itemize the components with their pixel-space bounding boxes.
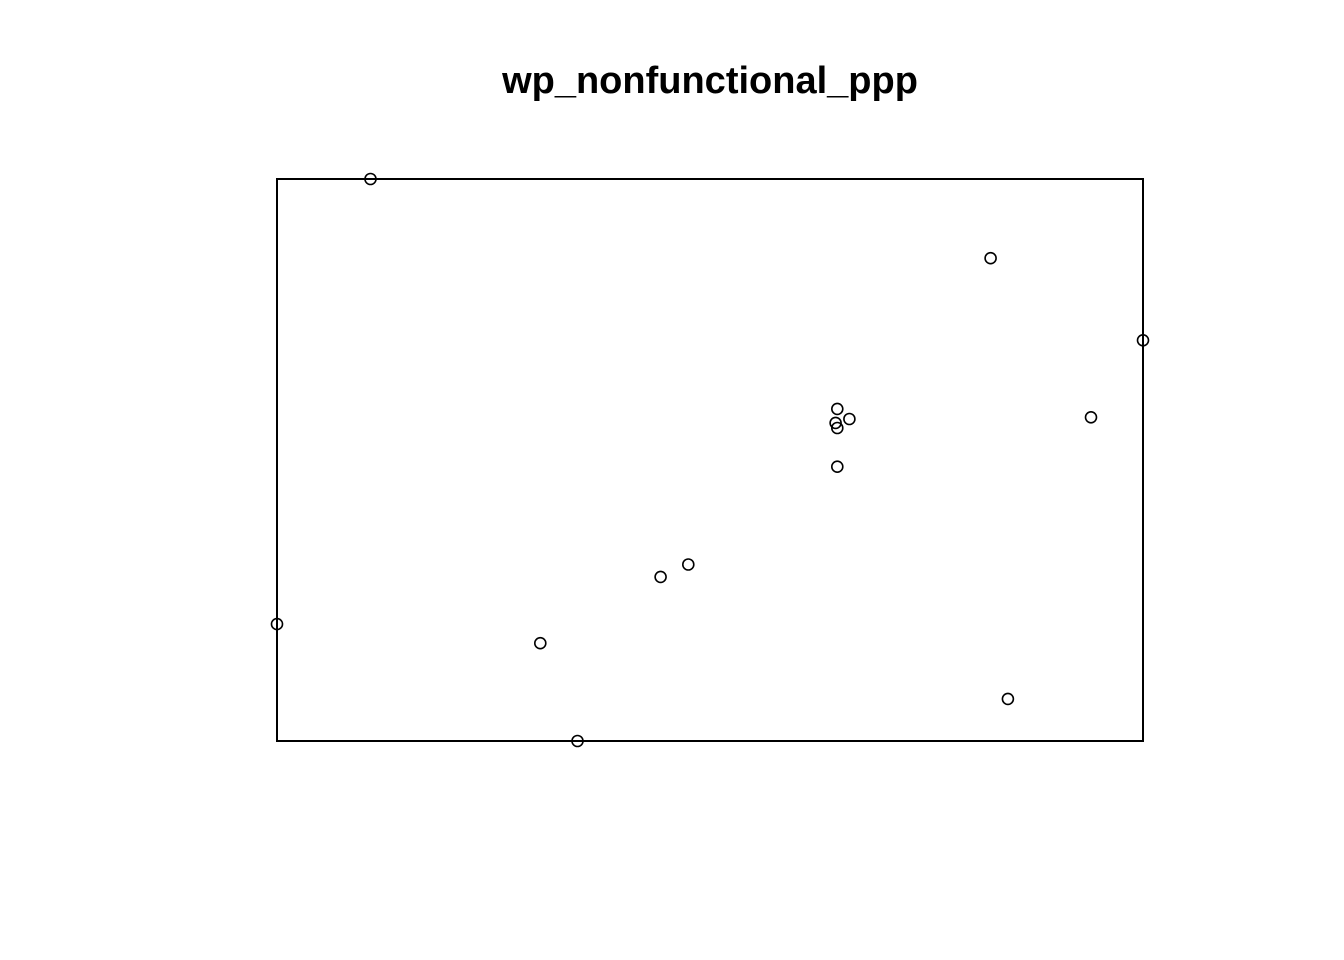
data-point-12 bbox=[270, 617, 284, 631]
data-point-3 bbox=[1136, 333, 1150, 347]
chart-title: wp_nonfunctional_ppp bbox=[501, 60, 918, 102]
data-point-4 bbox=[830, 402, 844, 416]
data-point-15 bbox=[571, 734, 584, 748]
data-point-11 bbox=[654, 570, 667, 584]
data-point-13 bbox=[533, 636, 547, 650]
points-layer bbox=[270, 172, 1150, 748]
data-point-7 bbox=[829, 416, 842, 430]
data-point-9 bbox=[830, 460, 844, 474]
data-point-1 bbox=[364, 172, 377, 186]
data-point-8 bbox=[830, 421, 844, 435]
data-point-10 bbox=[681, 558, 695, 571]
data-point-2 bbox=[984, 251, 997, 265]
observation-window bbox=[276, 178, 1144, 742]
data-point-5 bbox=[1084, 410, 1098, 424]
data-point-14 bbox=[1001, 692, 1015, 706]
data-point-6 bbox=[843, 412, 856, 426]
